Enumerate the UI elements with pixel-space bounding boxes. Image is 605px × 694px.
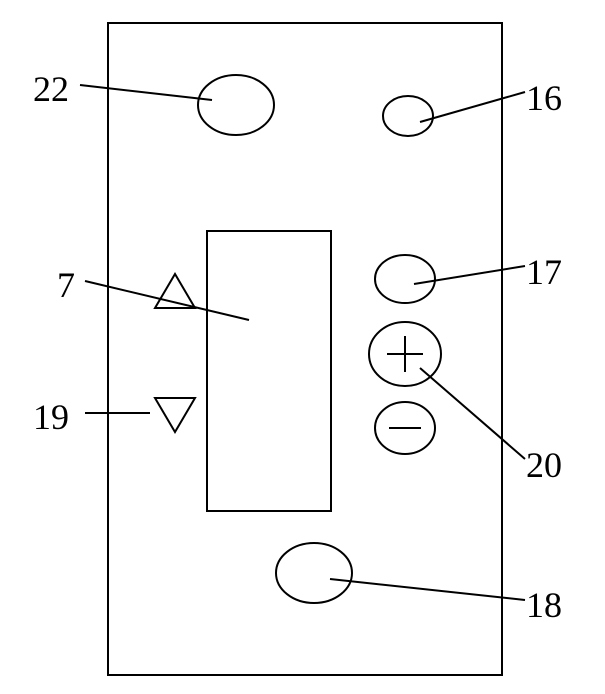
ellipse-e17 — [375, 255, 435, 303]
ellipse-e22 — [198, 75, 274, 135]
callout-label-7: 7 — [57, 264, 75, 306]
leader-line-20 — [420, 368, 525, 459]
leader-line-22 — [80, 85, 212, 100]
ellipse-e18 — [276, 543, 352, 603]
ellipse-e16 — [383, 96, 433, 136]
leader-line-17 — [414, 266, 525, 284]
callout-label-18: 18 — [526, 584, 562, 626]
callout-label-16: 16 — [526, 77, 562, 119]
leader-line-18 — [330, 579, 525, 600]
outer-rect — [108, 23, 502, 675]
callout-label-17: 17 — [526, 251, 562, 293]
triangle-down — [155, 398, 195, 432]
diagram-canvas — [0, 0, 605, 694]
leader-line-16 — [420, 92, 525, 122]
callout-label-20: 20 — [526, 444, 562, 486]
inner-rect — [207, 231, 331, 511]
callout-label-19: 19 — [33, 396, 69, 438]
callout-label-22: 22 — [33, 68, 69, 110]
